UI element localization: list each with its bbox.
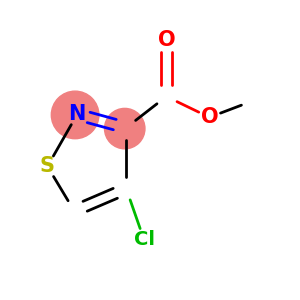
Text: S: S [40, 156, 55, 176]
Text: N: N [68, 104, 86, 124]
Text: Cl: Cl [134, 230, 154, 249]
Text: O: O [158, 30, 175, 50]
Circle shape [51, 91, 99, 139]
Text: O: O [201, 107, 218, 127]
Circle shape [104, 108, 145, 149]
